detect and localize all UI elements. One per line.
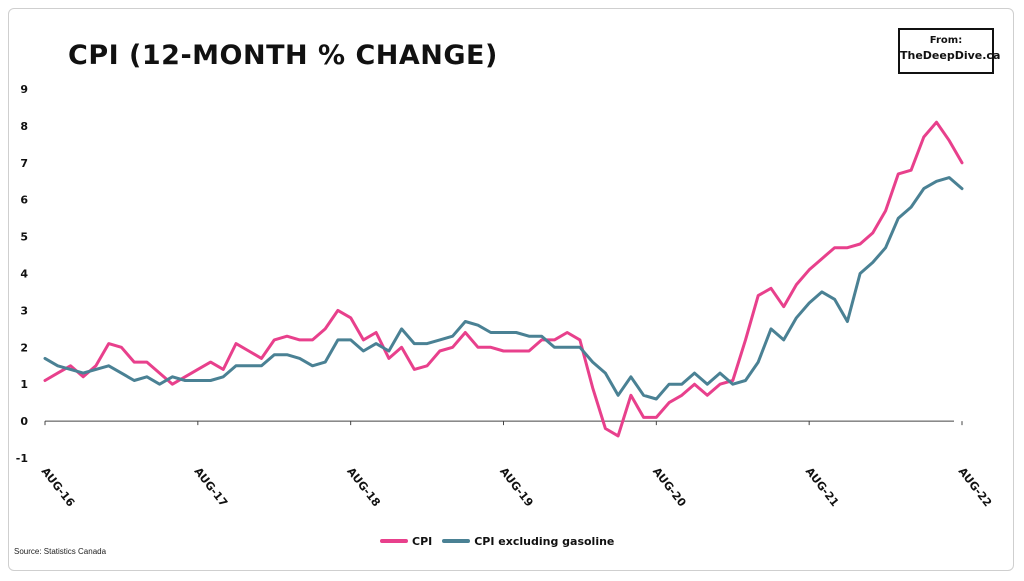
x-tick-label: AUG-22 — [956, 465, 995, 509]
x-tick-label: AUG-16 — [39, 465, 78, 510]
legend-swatch-core — [442, 539, 471, 543]
y-tick-label: 7 — [20, 157, 28, 170]
cpi-series-line — [43, 120, 964, 438]
chart-frame — [8, 8, 1014, 571]
y-tick-label: 4 — [20, 268, 28, 281]
y-tick-label: 2 — [20, 341, 28, 354]
y-tick-label: 0 — [20, 415, 28, 428]
y-tick-label: -1 — [16, 452, 28, 465]
x-tick-label: AUG-18 — [344, 465, 383, 509]
x-tick-label: AUG-17 — [191, 465, 230, 509]
source-badge: From: TheDeepDive.ca — [898, 28, 1001, 74]
core-cpi-series-line — [43, 176, 964, 401]
y-tick-label: 6 — [20, 194, 28, 207]
badge-line-1: From: — [929, 35, 963, 46]
source-note: Source: Statistics Canada — [14, 547, 107, 556]
y-tick-label: 9 — [20, 83, 28, 96]
chart-title: CPI (12-MONTH % CHANGE) — [68, 40, 498, 71]
y-tick-label: 8 — [20, 120, 28, 133]
badge-line-2: TheDeepDive.ca — [900, 49, 1001, 62]
x-tick-label: AUG-19 — [497, 465, 536, 509]
legend-item-cpi: CPI — [380, 535, 432, 548]
chart-legend: CPI CPI excluding gasoline — [380, 533, 614, 549]
y-tick-label: 1 — [20, 378, 28, 391]
legend-swatch-cpi — [380, 539, 408, 543]
legend-label-core: CPI excluding gasoline — [474, 534, 615, 548]
y-tick-label: 3 — [20, 304, 28, 317]
legend-label-cpi: CPI — [412, 534, 433, 548]
x-tick-label: AUG-20 — [650, 465, 689, 510]
legend-item-core: CPI excluding gasoline — [442, 535, 614, 548]
x-tick-label: AUG-21 — [803, 465, 842, 509]
y-tick-label: 5 — [20, 231, 28, 244]
